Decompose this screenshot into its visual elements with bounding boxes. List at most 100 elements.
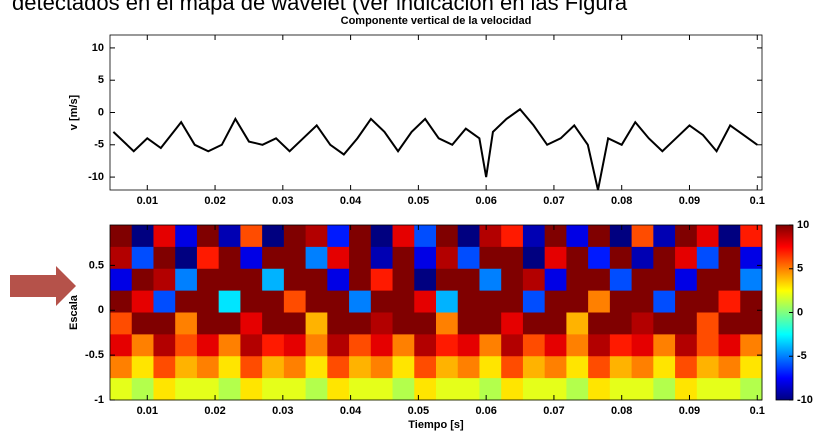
heat-cell (479, 334, 502, 357)
heat-cell (740, 378, 763, 401)
heat-cell (522, 268, 546, 292)
heat-cell (305, 334, 328, 357)
heat-cell (501, 246, 524, 270)
y-tick-label: 0 (98, 304, 104, 316)
heat-cell (392, 290, 415, 313)
heat-cell (175, 356, 198, 379)
heat-cell (110, 356, 133, 379)
x-tick-label: 0.09 (679, 195, 700, 207)
heat-cell (740, 356, 763, 379)
heat-cell (262, 334, 285, 357)
heat-cell (522, 378, 546, 401)
y-axis-label: Escala (68, 294, 80, 330)
heat-cell (544, 246, 567, 270)
heat-cell (479, 268, 502, 292)
heat-cell (110, 225, 133, 248)
heat-cell (218, 290, 241, 313)
heat-cell (414, 378, 437, 401)
heat-cell (588, 312, 611, 335)
heat-cell (436, 268, 459, 292)
heat-cell (175, 312, 198, 335)
heat-cell (436, 378, 459, 401)
heat-cell (218, 246, 241, 270)
heat-cell (283, 356, 307, 379)
heat-cell (544, 290, 567, 313)
heat-cell (718, 246, 741, 270)
heat-cell (153, 312, 176, 335)
heat-cell (153, 378, 176, 401)
heat-cell (175, 334, 198, 357)
heat-cell (240, 378, 263, 401)
heat-cell (696, 378, 720, 401)
heat-cell (718, 225, 741, 248)
heat-cell (305, 356, 328, 379)
heat-cell (305, 268, 328, 292)
heat-cell (544, 378, 567, 401)
heat-cell (653, 378, 676, 401)
heat-cell (196, 334, 220, 357)
heat-cell (588, 378, 611, 401)
heat-cell (414, 290, 437, 313)
heat-cell (370, 356, 394, 379)
heat-cell (675, 334, 698, 357)
heat-cell (349, 312, 372, 335)
heat-cell (696, 356, 720, 379)
heat-cell (522, 356, 546, 379)
x-tick-label: 0.02 (204, 405, 225, 417)
heat-cell (349, 268, 372, 292)
heat-cell (718, 356, 741, 379)
heat-cell (240, 334, 263, 357)
heat-cell (740, 225, 763, 248)
heat-cell (718, 378, 741, 401)
heat-cell (175, 290, 198, 313)
heat-cell (653, 334, 676, 357)
heat-cell (392, 378, 415, 401)
heat-cell (696, 268, 720, 292)
heat-cell (522, 246, 546, 270)
y-tick-label: -0.5 (85, 349, 104, 361)
heat-cell (196, 246, 220, 270)
heat-cell (131, 312, 154, 335)
heat-cell (566, 356, 589, 379)
heat-cell (131, 378, 154, 401)
heat-cell (240, 290, 263, 313)
heat-cell (522, 225, 546, 248)
x-tick-label: 0.09 (679, 405, 700, 417)
heat-cell (740, 312, 763, 335)
heat-cell (370, 225, 394, 248)
heat-cell (566, 225, 589, 248)
y-tick-label: -10 (88, 171, 104, 183)
heat-cell (283, 312, 307, 335)
heat-cell (544, 268, 567, 292)
heat-cell (653, 356, 676, 379)
heat-cell (631, 334, 654, 357)
heat-cell (196, 312, 220, 335)
heat-cell (196, 378, 220, 401)
heat-cell (240, 246, 263, 270)
heat-cell (457, 334, 480, 357)
heat-cell (131, 290, 154, 313)
heat-cell (218, 378, 241, 401)
heat-cell (131, 334, 154, 357)
heat-cell (131, 268, 154, 292)
heat-cell (240, 356, 263, 379)
heat-cell (153, 268, 176, 292)
x-tick-label: 0.05 (408, 195, 429, 207)
heat-cell (110, 312, 133, 335)
heat-cell (740, 246, 763, 270)
heat-cell (479, 378, 502, 401)
heat-cell (501, 225, 524, 248)
heat-cell (305, 225, 328, 248)
heat-cell (501, 334, 524, 357)
heat-cell (501, 378, 524, 401)
heat-cell (588, 290, 611, 313)
heat-cell (370, 334, 394, 357)
heat-cell (283, 225, 307, 248)
heat-cell (349, 378, 372, 401)
heat-cell (479, 225, 502, 248)
heat-cell (153, 356, 176, 379)
colorbar-label: 10 (797, 219, 809, 231)
heat-cell (457, 268, 480, 292)
heat-cell (653, 290, 676, 313)
heat-cell (392, 356, 415, 379)
